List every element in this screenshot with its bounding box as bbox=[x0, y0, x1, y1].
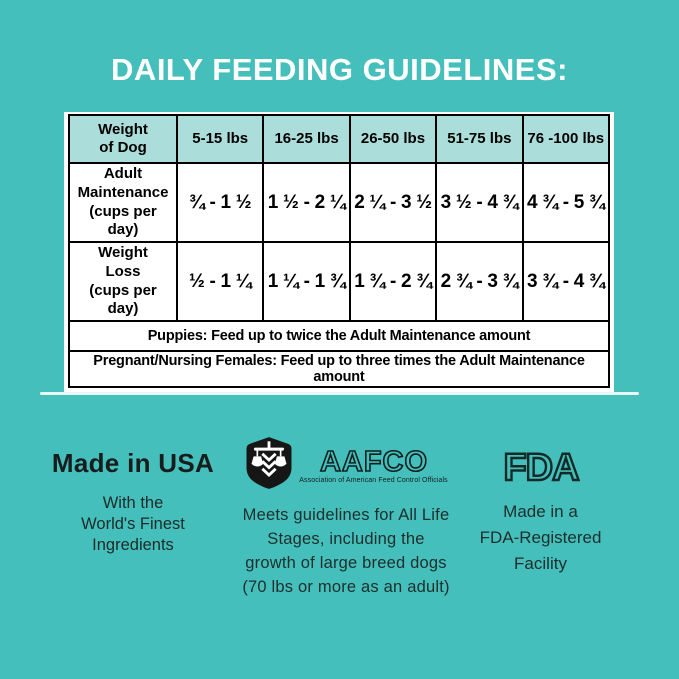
value-cell: 3 ½ - 4 ¾ bbox=[435, 162, 524, 243]
aafco-tagline: Association of American Feed Control Off… bbox=[299, 477, 448, 484]
value-cell: 2 ¼ - 3 ½ bbox=[348, 162, 438, 243]
header-5-15: 5-15 lbs bbox=[175, 114, 265, 164]
feeding-table: Weight of Dog 5-15 lbs 16-25 lbs 26-50 l… bbox=[64, 112, 614, 392]
value-cell: ¾ - 1 ½ bbox=[175, 162, 265, 243]
header-weight-of-dog: Weight of Dog bbox=[68, 114, 178, 164]
made-in-usa-block: Made in USA With the World's Finest Ingr… bbox=[42, 448, 224, 556]
page-title: DAILY FEEDING GUIDELINES: bbox=[111, 52, 568, 87]
value-cell: 1 ½ - 2 ¼ bbox=[262, 162, 351, 243]
header-16-25: 16-25 lbs bbox=[262, 114, 351, 164]
section-divider bbox=[40, 392, 639, 395]
table-row-weight-loss: Weight Loss (cups per day) ½ - 1 ¼ 1 ¼ -… bbox=[68, 241, 611, 322]
row-label-weight-loss: Weight Loss (cups per day) bbox=[68, 241, 178, 322]
aafco-scales-shield-icon bbox=[244, 436, 294, 495]
value-cell: 1 ¾ - 2 ¾ bbox=[348, 241, 438, 322]
value-cell: 1 ¼ - 1 ¾ bbox=[262, 241, 351, 322]
aafco-statement: Meets guidelines for All Life Stages, in… bbox=[242, 506, 450, 596]
value-cell: 2 ¾ - 3 ¾ bbox=[435, 241, 524, 322]
value-cell: ½ - 1 ¼ bbox=[175, 241, 265, 322]
value-cell: 3 ¾ - 4 ¾ bbox=[521, 241, 611, 322]
value-cell: 4 ¾ - 5 ¾ bbox=[521, 162, 611, 243]
fda-wordmark-text: FDA bbox=[503, 447, 579, 488]
header-76-100: 76 -100 lbs bbox=[521, 114, 611, 164]
header-26-50: 26-50 lbs bbox=[348, 114, 438, 164]
made-in-usa-title: Made in USA bbox=[51, 448, 215, 478]
table-note-pregnant: Pregnant/Nursing Females: Feed up to thr… bbox=[68, 350, 610, 388]
note-puppies-text: Puppies: Feed up to twice the Adult Main… bbox=[68, 320, 610, 352]
aafco-wordmark-text: AAFCO bbox=[319, 446, 427, 476]
table-row-adult-maintenance: Adult Maintenance (cups per day) ¾ - 1 ½… bbox=[68, 162, 611, 243]
table-note-puppies: Puppies: Feed up to twice the Adult Main… bbox=[68, 320, 610, 352]
fda-block: FDA Made in a FDA-Registered Facility bbox=[468, 446, 613, 577]
fda-statement: Made in a FDA-Registered Facility bbox=[479, 502, 602, 573]
aafco-wordmark: AAFCO Association of American Feed Contr… bbox=[299, 446, 447, 485]
fda-logo-icon: FDA bbox=[498, 446, 584, 492]
made-in-usa-subtitle: With the World's Finest Ingredients bbox=[81, 494, 185, 554]
row-label-adult-maintenance: Adult Maintenance (cups per day) bbox=[68, 162, 178, 243]
table-header-row: Weight of Dog 5-15 lbs 16-25 lbs 26-50 l… bbox=[68, 114, 611, 164]
aafco-logo: AAFCO Association of American Feed Contr… bbox=[224, 436, 468, 495]
header-51-75: 51-75 lbs bbox=[435, 114, 524, 164]
note-pregnant-text: Pregnant/Nursing Females: Feed up to thr… bbox=[68, 350, 610, 388]
aafco-block: AAFCO Association of American Feed Contr… bbox=[224, 436, 468, 599]
